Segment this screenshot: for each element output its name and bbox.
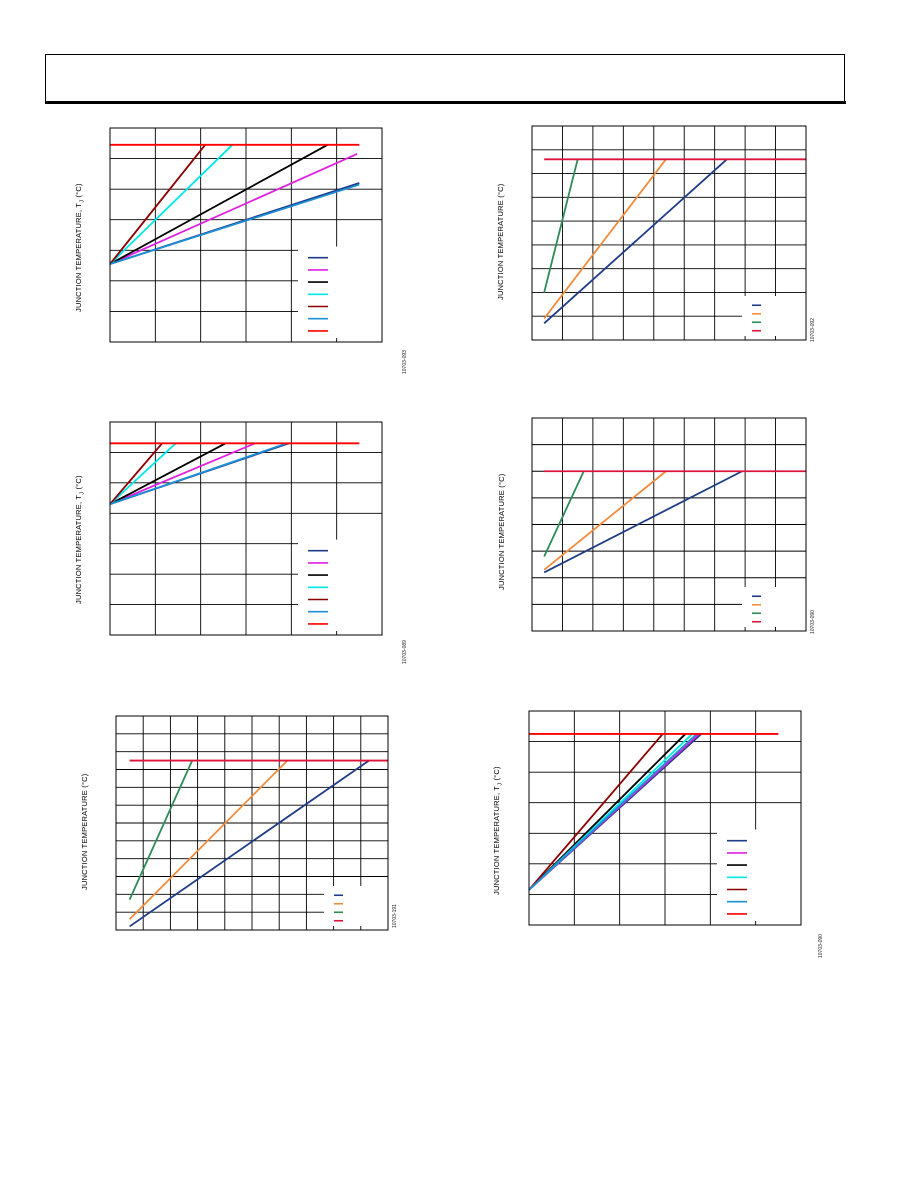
plot-frame: [531, 417, 807, 632]
series-line-2: [109, 442, 256, 505]
page-header-frame: [45, 54, 845, 103]
figure-code: 10703-191: [392, 904, 398, 928]
y-axis-label: JUNCTION TEMPERATURE (°C): [496, 183, 505, 300]
series-line-3: [109, 144, 329, 265]
y-axis-label: JUNCTION TEMPERATURE (°C): [497, 473, 506, 590]
legend-box: [298, 246, 382, 338]
series-line-1: [109, 182, 360, 265]
series-line-1: [129, 759, 370, 928]
y-axis-label: JUNCTION TEMPERATURE (°C): [80, 773, 89, 890]
y-axis-label: JUNCTION TEMPERATURE, TJ (°C): [492, 766, 504, 895]
legend-box: [742, 296, 806, 336]
figure-code: 10703-089: [402, 640, 408, 664]
series-line-6: [109, 442, 288, 506]
series-line-3: [528, 733, 687, 891]
series-line-1: [543, 470, 743, 574]
series-line-4: [109, 442, 177, 505]
series-line-4: [528, 733, 693, 891]
series-line-2: [128, 759, 288, 920]
series-line-2: [528, 733, 700, 891]
series-line-5: [109, 144, 206, 265]
series-line-6: [528, 733, 698, 891]
series-line-6: [109, 183, 360, 265]
series-line-1: [543, 158, 728, 325]
plot-frame: [109, 127, 383, 343]
legend-box: [717, 829, 801, 921]
plot-frame: [115, 715, 389, 931]
series-line-1: [109, 442, 290, 506]
plot-frame: [528, 710, 802, 926]
series-line-2: [543, 158, 667, 320]
legend-box: [298, 539, 382, 631]
series-line-2: [109, 153, 358, 265]
series-line-2: [543, 470, 667, 571]
series-line-3: [109, 442, 227, 505]
series-line-4: [109, 144, 234, 265]
series-line-3: [128, 760, 193, 901]
figure-code: 10703-090: [810, 610, 816, 634]
plot-frame: [109, 421, 383, 636]
series-line-3: [543, 470, 585, 557]
series-line-5: [109, 442, 163, 505]
series-line-5: [528, 733, 664, 891]
series-line-3: [543, 159, 579, 293]
figure-code: 10703-093: [402, 350, 408, 374]
figure-code: 10703-090: [818, 934, 824, 958]
y-axis-label: JUNCTION TEMPERATURE, TJ (°C): [74, 183, 86, 312]
page-header-rule: [45, 101, 846, 104]
plot-frame: [531, 125, 807, 341]
legend-box: [324, 886, 388, 926]
series-line-1: [528, 733, 702, 891]
legend-box: [742, 587, 806, 627]
y-axis-label: JUNCTION TEMPERATURE, TJ (°C): [74, 475, 86, 604]
figure-code: 10703-092: [810, 318, 816, 342]
